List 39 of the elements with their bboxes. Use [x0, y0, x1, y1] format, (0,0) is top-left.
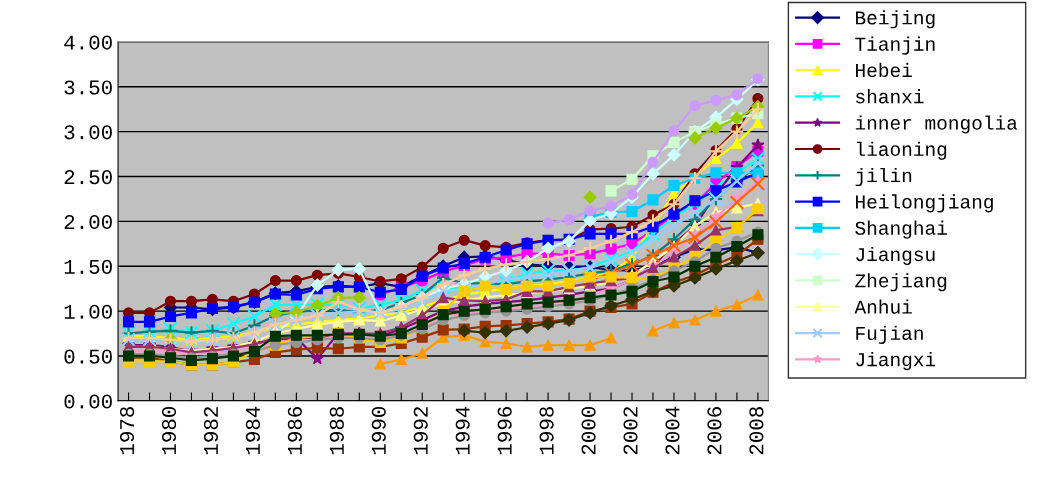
x-tick-label: 2006	[707, 407, 722, 455]
x-tick-label: 1984	[245, 406, 260, 455]
y-tick-label: 4.00	[64, 35, 112, 50]
x-tick-label: 2000	[581, 406, 596, 455]
legend-label: Jiangsu	[856, 246, 935, 265]
y-tick-label: 2.00	[64, 214, 112, 230]
x-tick-label: 2008	[749, 407, 764, 455]
x-tick-label: 1996	[497, 407, 512, 455]
legend-label: Hebei	[856, 62, 912, 78]
x-tick-label: 1982	[203, 407, 219, 455]
y-tick-label: 3.00	[64, 125, 112, 140]
legend-label: Heilongjiang	[856, 194, 993, 213]
x-tick-label: 1988	[329, 407, 344, 455]
legend-label: liaoning	[857, 141, 947, 160]
x-tick-label: 1986	[287, 407, 302, 455]
legend-label: Zhejiang	[855, 273, 947, 292]
y-tick-label: 2.50	[64, 170, 112, 185]
legend-label: Shanghai	[855, 220, 947, 239]
y-tick-label: 1.00	[64, 304, 112, 319]
y-tick-label: 1.50	[64, 259, 112, 274]
legend-label: Tianjin	[855, 36, 935, 55]
legend-label: Fujian	[856, 325, 923, 344]
x-tick-label: 1994	[455, 406, 470, 455]
x-tick-label: 1978	[119, 407, 135, 455]
legend-label: Beijing	[856, 10, 935, 29]
y-tick-label: 0.50	[64, 349, 112, 364]
legend-label: Jiangxi	[856, 352, 936, 371]
x-tick-label: 1990	[371, 406, 386, 455]
x-tick-label: 1998	[539, 407, 554, 455]
y-tick-label: 3.50	[64, 80, 112, 95]
legend-label: inner mongolia	[855, 115, 1018, 134]
legend-label: shanxi	[856, 89, 924, 104]
legend-label: jilin	[855, 168, 912, 187]
x-tick-label: 2002	[623, 407, 638, 455]
x-tick-label: 1980	[161, 406, 177, 455]
y-tick-label: 0.00	[64, 394, 112, 409]
legend-label: Anhui	[854, 299, 912, 314]
x-tick-label: 1992	[413, 407, 428, 455]
x-tick-label: 2004	[665, 406, 680, 455]
